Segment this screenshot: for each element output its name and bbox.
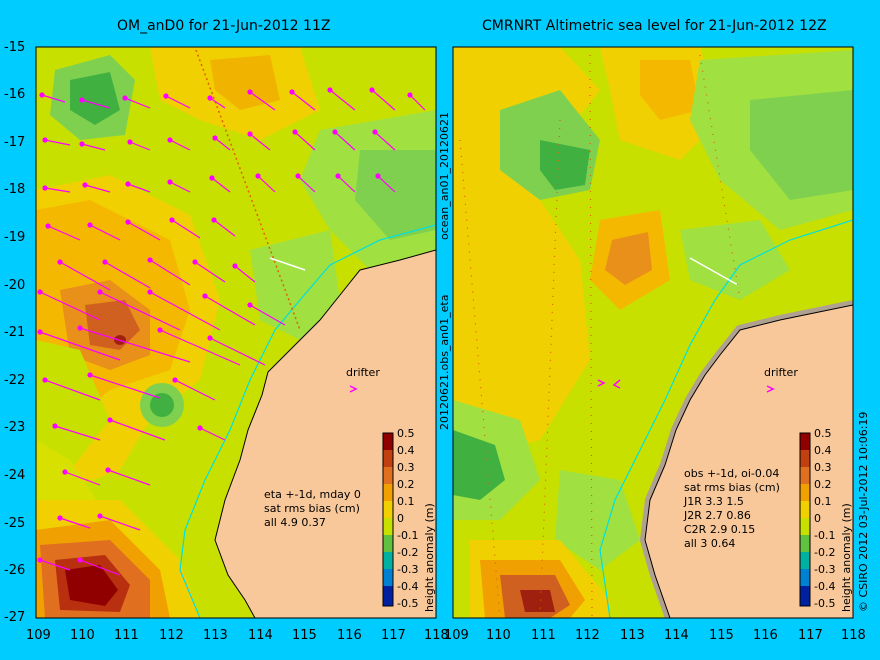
colorbar-tick: -0.2 (397, 546, 419, 559)
x-tick: 116 (753, 628, 778, 643)
right-stats-line: J2R 2.7 0.86 (684, 509, 751, 522)
left-stats-line: sat rms bias (cm) (264, 502, 360, 515)
x-tick: 118 (424, 628, 449, 643)
colorbar-tick: -0.4 (814, 580, 836, 593)
y-tick: -20 (4, 278, 26, 293)
left-stats: eta +-1d, mday 0 sat rms bias (cm) all 4… (264, 488, 361, 530)
y-tick: -25 (4, 516, 26, 531)
x-tick: 109 (444, 628, 469, 643)
x-tick: 117 (798, 628, 823, 643)
x-tick: 110 (486, 628, 511, 643)
right-colorbar-labels: 0.5 0.4 0.3 0.2 0.1 0 -0.1 -0.2 -0.3 -0.… (814, 427, 835, 614)
left-stats-line: all 4.9 0.37 (264, 516, 326, 529)
right-drifter-label: drifter (764, 366, 798, 379)
x-tick: 113 (203, 628, 228, 643)
colorbar-tick: 0.5 (397, 427, 415, 440)
colorbar-tick: 0.5 (814, 427, 832, 440)
colorbar-tick: 0.3 (397, 461, 415, 474)
colorbar-tick: -0.5 (397, 597, 419, 610)
y-tick: -16 (4, 87, 26, 102)
right-colorbar (799, 432, 811, 607)
right-map (453, 47, 853, 618)
colorbar-tick: 0.1 (814, 495, 832, 508)
x-tick: 111 (531, 628, 556, 643)
x-tick: 114 (664, 628, 689, 643)
colorbar-tick: 0 (397, 512, 404, 525)
left-colorbar-axis-label: height anomaly (m) (423, 503, 436, 612)
colorbar-tick: 0.3 (814, 461, 832, 474)
x-tick: 114 (248, 628, 273, 643)
colorbar-tick: 0.2 (814, 478, 832, 491)
colorbar-tick: 0.4 (814, 444, 832, 457)
left-map-title: OM_anD0 for 21-Jun-2012 11Z (117, 18, 331, 34)
y-tick: -19 (4, 230, 26, 245)
colorbar-tick: -0.3 (814, 563, 836, 576)
run-id-label-bottom: 20120621.obs_an01_eta (438, 294, 451, 430)
x-tick: 116 (337, 628, 362, 643)
colorbar-tick: 0.2 (397, 478, 415, 491)
right-stats-line: C2R 2.9 0.15 (684, 523, 756, 536)
y-tick: -27 (4, 610, 26, 625)
colorbar-tick: 0.1 (397, 495, 415, 508)
y-tick: -26 (4, 563, 26, 578)
y-tick: -24 (4, 468, 26, 483)
colorbar-tick: -0.1 (814, 529, 836, 542)
right-stats-line: all 3 0.64 (684, 537, 736, 550)
colorbar-tick: -0.4 (397, 580, 419, 593)
colorbar-tick: 0 (814, 512, 821, 525)
right-colorbar-axis-label: height anomaly (m) (840, 503, 853, 612)
colorbar-tick: -0.2 (814, 546, 836, 559)
right-stats-line: sat rms bias (cm) (684, 481, 780, 494)
right-map-title: CMRNRT Altimetric sea level for 21-Jun-2… (482, 18, 827, 34)
copyright-label: © CSIRO 2012 03-Jul-2012 10:06:19 (857, 411, 870, 612)
y-tick: -22 (4, 373, 26, 388)
right-stats-line: J1R 3.3 1.5 (684, 495, 744, 508)
y-tick: -18 (4, 182, 26, 197)
run-id-label-top: ocean_an01_20120621 (438, 112, 451, 240)
right-stats-line: obs +-1d, oi-0.04 (684, 467, 780, 480)
x-tick: 115 (292, 628, 317, 643)
x-tick: 109 (26, 628, 51, 643)
x-tick: 111 (114, 628, 139, 643)
y-tick: -21 (4, 325, 26, 340)
y-tick: -17 (4, 135, 26, 150)
x-tick: 115 (709, 628, 734, 643)
x-tick: 118 (841, 628, 866, 643)
x-tick: 110 (70, 628, 95, 643)
x-tick: 112 (575, 628, 600, 643)
left-colorbar-labels: 0.5 0.4 0.3 0.2 0.1 0 -0.1 -0.2 -0.3 -0.… (397, 427, 418, 614)
colorbar-tick: -0.5 (814, 597, 836, 610)
right-stats: obs +-1d, oi-0.04 sat rms bias (cm) J1R … (684, 467, 780, 551)
left-colorbar (382, 432, 394, 607)
x-tick: 112 (159, 628, 184, 643)
colorbar-tick: 0.4 (397, 444, 415, 457)
x-tick: 117 (381, 628, 406, 643)
left-map (36, 47, 436, 618)
y-tick: -23 (4, 420, 26, 435)
y-tick: -15 (4, 40, 26, 55)
x-tick: 113 (620, 628, 645, 643)
left-stats-line: eta +-1d, mday 0 (264, 488, 361, 501)
colorbar-tick: -0.1 (397, 529, 419, 542)
colorbar-tick: -0.3 (397, 563, 419, 576)
left-drifter-label: drifter (346, 366, 380, 379)
